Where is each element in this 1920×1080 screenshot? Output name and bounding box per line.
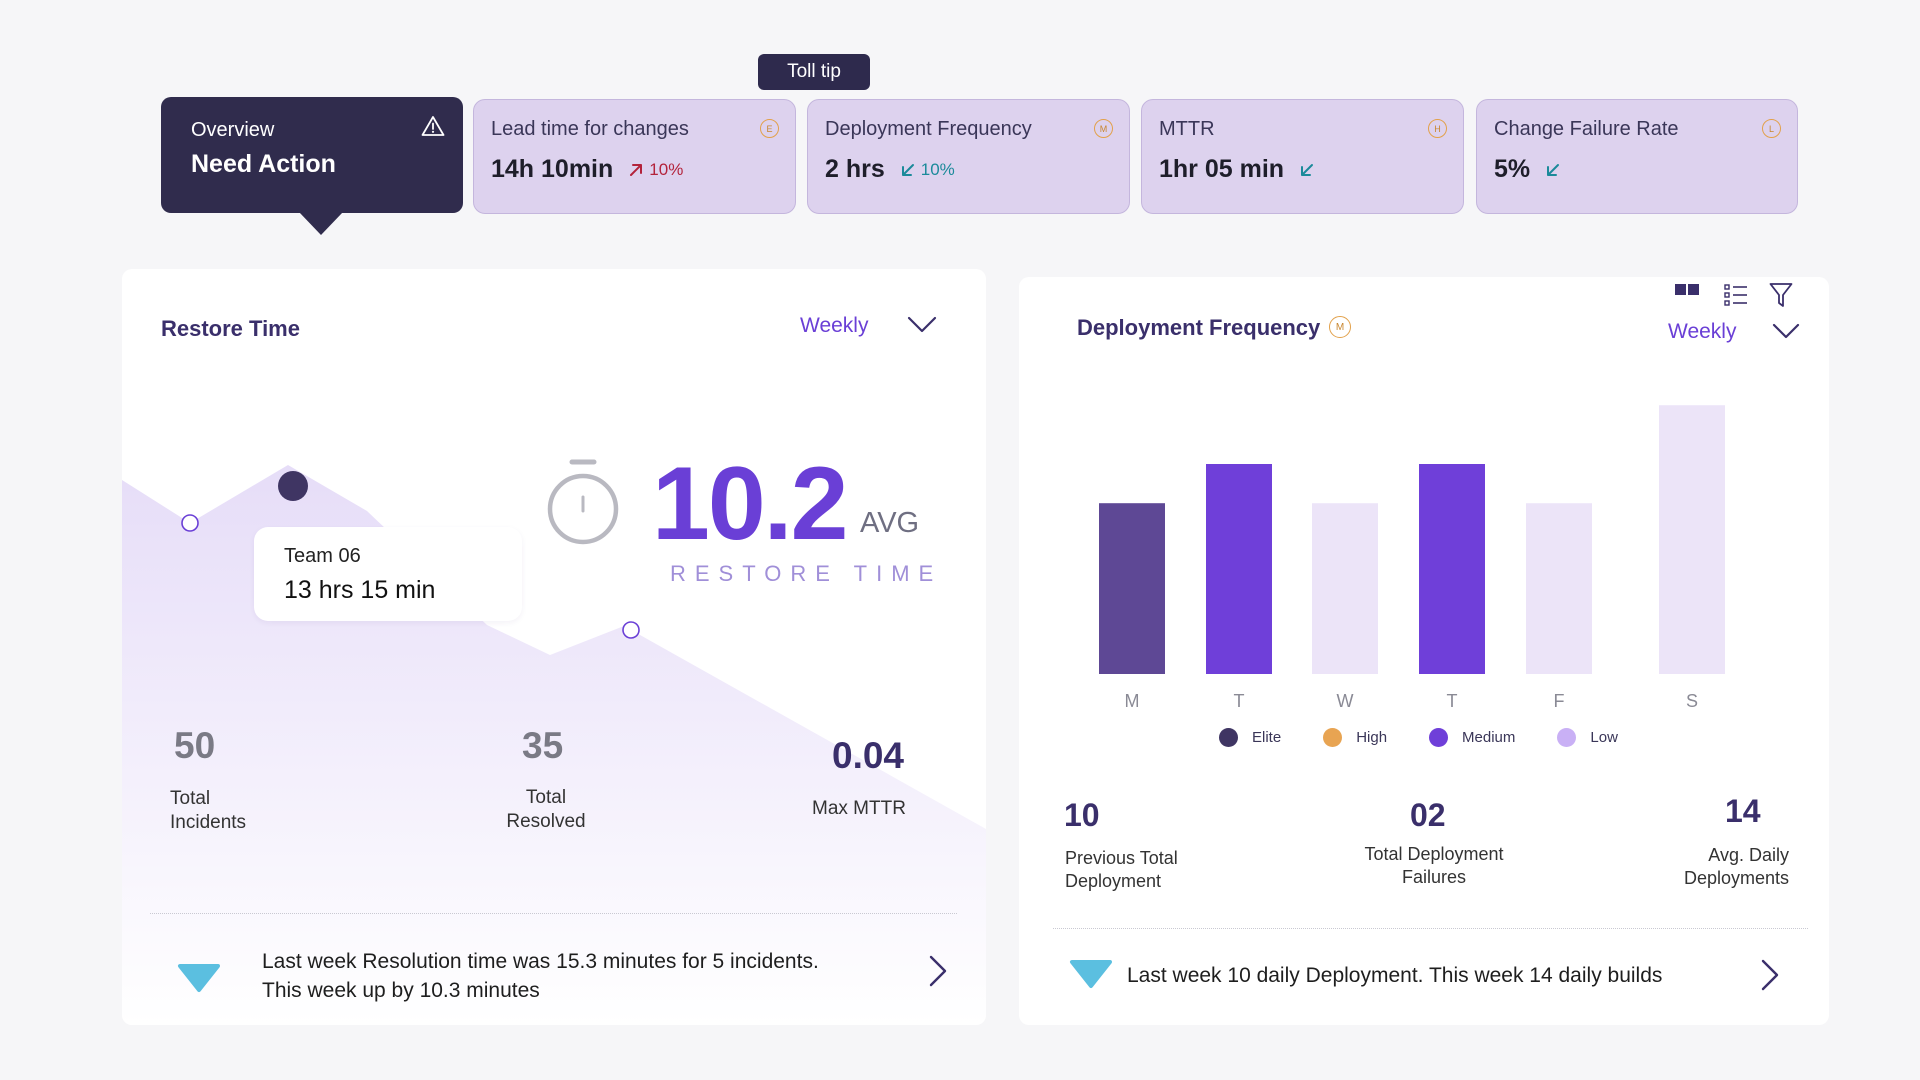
metric-trend — [1544, 161, 1566, 179]
restore-time-panel: Restore Time Weekly Team 06 13 hrs 15 mi… — [122, 269, 986, 1025]
triangle-down-icon — [178, 964, 220, 992]
footer-summary: Last week 10 daily Deployment. This week… — [1127, 964, 1663, 987]
x-tick-label: M — [1125, 691, 1140, 711]
chevron-down-icon[interactable] — [907, 316, 937, 334]
triangle-down-icon — [1070, 960, 1112, 988]
legend-dot — [1219, 728, 1238, 747]
stat-label: Total Resolved — [506, 787, 586, 832]
stat-value: 35 — [522, 725, 564, 766]
stat-label: Total Deployment Failures — [1364, 844, 1504, 887]
stat-label: Previous Total Deployment — [1065, 848, 1178, 891]
metric-card-mttr[interactable]: MTTR 1hr 05 min H — [1141, 99, 1464, 214]
legend-item: Elite — [1219, 728, 1281, 747]
filter-icon[interactable] — [1769, 282, 1793, 308]
metric-card-lead-time[interactable]: Lead time for changes 14h 10min 10% E — [473, 99, 796, 214]
metric-value: 14h 10min — [491, 155, 614, 183]
arrow-down-left-icon — [901, 163, 914, 176]
tooltip-team: Team 06 — [284, 545, 361, 567]
bar-0[interactable] — [1099, 503, 1165, 674]
grid-view-icon[interactable] — [1675, 284, 1701, 298]
arrow-up-right-icon — [630, 163, 643, 176]
metric-card-deployment-frequency[interactable]: Deployment Frequency 2 hrs 10% M — [807, 99, 1130, 214]
stat-label: Total Incidents — [170, 788, 247, 833]
warning-icon — [421, 116, 445, 136]
bar-3[interactable] — [1419, 464, 1485, 674]
chevron-right-icon[interactable] — [1760, 958, 1780, 992]
legend-dot — [1323, 728, 1343, 747]
stopwatch-icon — [547, 459, 619, 545]
grade-badge: E — [760, 119, 779, 138]
metric-trend — [1298, 161, 1320, 179]
overview-card[interactable]: Overview Need Action — [161, 97, 463, 235]
legend-dot — [1557, 728, 1577, 747]
legend-item: High — [1323, 728, 1387, 747]
grade-badge: L — [1762, 119, 1781, 138]
bar-1[interactable] — [1206, 464, 1272, 674]
tooltip-time: 13 hrs 15 min — [284, 576, 436, 604]
avg-label: AVG — [860, 507, 920, 539]
metric-card-change-failure-rate[interactable]: Change Failure Rate 5% L — [1476, 99, 1798, 214]
metric-title: Change Failure Rate — [1494, 118, 1679, 140]
metric-value: 2 hrs — [825, 155, 885, 183]
data-point[interactable] — [622, 621, 640, 639]
stat-label: Avg. Daily Deployments — [1683, 845, 1789, 888]
avg-caption: RESTORE TIME — [670, 561, 943, 586]
bar-5[interactable] — [1659, 405, 1725, 674]
x-tick-label: F — [1554, 691, 1565, 711]
chevron-right-icon[interactable] — [928, 954, 948, 988]
divider — [1053, 928, 1808, 929]
x-tick-label: T — [1447, 691, 1458, 711]
legend-dot — [1429, 728, 1449, 747]
data-tooltip: Team 06 13 hrs 15 min — [254, 527, 522, 621]
period-select[interactable]: Weekly — [1668, 320, 1737, 343]
grade-badge: M — [1094, 119, 1113, 138]
legend-item: Medium — [1429, 728, 1515, 747]
stat-value: 14 — [1725, 793, 1761, 829]
stat-label: Max MTTR — [812, 798, 906, 819]
stat-value: 10 — [1064, 797, 1100, 833]
restore-area-chart — [122, 465, 986, 1025]
grade-badge: M — [1329, 316, 1351, 338]
panel-title: Deployment Frequency — [1077, 315, 1321, 340]
footer-summary: Last week Resolution time was 15.3 minut… — [262, 950, 819, 1002]
arrow-down-left-icon — [1301, 163, 1314, 176]
list-view-icon[interactable] — [1724, 283, 1748, 307]
metric-title: Deployment Frequency — [825, 118, 1032, 140]
arrow-down-left-icon — [1547, 163, 1560, 176]
x-tick-label: T — [1234, 691, 1245, 711]
data-point[interactable] — [181, 514, 199, 532]
period-select[interactable]: Weekly — [800, 314, 869, 337]
bar-2[interactable] — [1312, 503, 1378, 674]
bar-4[interactable] — [1526, 503, 1592, 674]
avg-value: 10.2 — [652, 446, 848, 562]
chevron-down-icon[interactable] — [1771, 323, 1801, 341]
stat-value: 0.04 — [832, 735, 905, 776]
x-tick-label: W — [1337, 691, 1354, 711]
overview-headline: Need Action — [191, 150, 336, 178]
divider — [150, 913, 957, 914]
metric-value: 1hr 05 min — [1159, 155, 1285, 183]
overview-pointer — [299, 212, 343, 235]
stat-value: 02 — [1410, 797, 1446, 833]
stat-value: 50 — [174, 725, 216, 766]
metric-trend-value: 10% — [649, 159, 684, 179]
metric-value: 5% — [1494, 155, 1531, 183]
overview-label: Overview — [191, 119, 275, 141]
metric-title: Lead time for changes — [491, 118, 689, 140]
chart-legend: Elite High Medium Low — [1219, 728, 1660, 747]
panel-title: Restore Time — [161, 316, 300, 341]
metric-trend: 10% — [627, 160, 683, 180]
grade-badge: H — [1428, 119, 1447, 138]
metric-title: MTTR — [1159, 118, 1215, 140]
metric-trend-value: 10% — [920, 159, 955, 179]
deployment-frequency-panel: Deployment Frequency M Weekly M T W T F S Eli… — [1019, 277, 1829, 1025]
metric-trend: 10% — [899, 160, 955, 180]
data-point-selected[interactable] — [278, 471, 308, 501]
tooltip-label: Toll tip — [758, 54, 870, 90]
x-tick-label: S — [1686, 691, 1698, 711]
legend-item: Low — [1557, 728, 1618, 747]
